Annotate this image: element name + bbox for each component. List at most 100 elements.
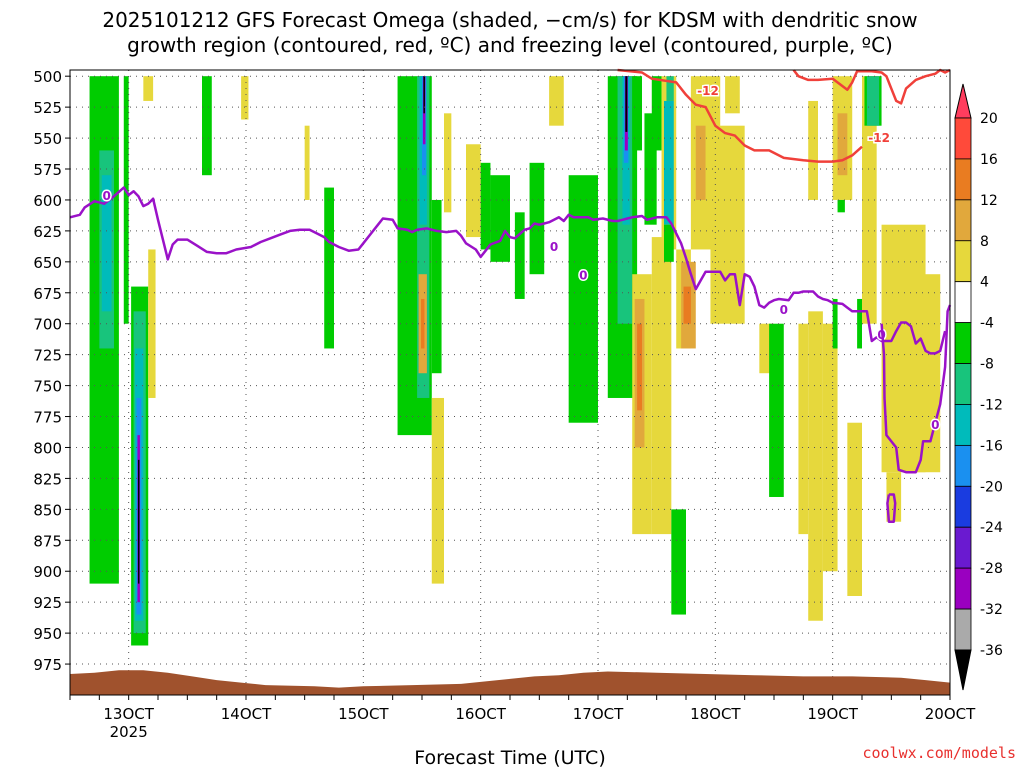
omega-region-orange xyxy=(837,113,848,176)
omega-region-yellow xyxy=(798,323,809,535)
y-tick-label: 600 xyxy=(33,192,62,210)
terrain-area xyxy=(70,670,950,695)
omega-region-yellow xyxy=(847,422,862,596)
dgz-contour-line xyxy=(792,68,951,105)
omega-region-green xyxy=(480,162,491,250)
omega-region-yellow xyxy=(808,311,823,621)
omega-region-teal xyxy=(666,76,674,101)
colorbar-label: 4 xyxy=(980,275,989,291)
colorbar-label: 8 xyxy=(980,234,989,250)
freezing-contour-label: 0 xyxy=(579,268,587,282)
y-tick-label: 850 xyxy=(33,501,62,519)
omega-region-teal xyxy=(866,76,880,126)
omega-region-yellow xyxy=(431,397,444,584)
omega-region-green xyxy=(202,76,212,176)
dgz-contour-line xyxy=(617,68,863,163)
y-axis: 500 525 550 575 600 625 650 675 700 725 750 775 800 8… xyxy=(33,68,70,674)
y-tick-label: 925 xyxy=(33,594,62,612)
colorbar-segment xyxy=(954,526,972,569)
colorbar-label: 20 xyxy=(980,111,998,127)
dgz-contour-label: -12 xyxy=(697,84,719,98)
colorbar-label: -36 xyxy=(980,643,1003,659)
omega-region-yellow xyxy=(466,144,481,238)
colorbar-label: 12 xyxy=(980,193,998,209)
colorbar-segment xyxy=(954,199,972,242)
y-tick-label: 900 xyxy=(33,563,62,581)
colorbar-segment xyxy=(954,404,972,446)
omega-region-black xyxy=(137,459,140,584)
omega-region-yellow xyxy=(651,237,672,535)
y-tick-label: 800 xyxy=(33,439,62,457)
omega-region-yellow xyxy=(808,100,818,200)
chart-title-line-2: growth region (contoured, red, ºC) and f… xyxy=(127,33,893,57)
freezing-contour-line xyxy=(886,493,897,523)
colorbar-top-arrow xyxy=(954,83,972,119)
y-tick-label: 825 xyxy=(33,470,62,488)
omega-region-yellow xyxy=(304,125,310,200)
omega-region-green xyxy=(123,76,129,324)
colorbar-segment xyxy=(954,485,972,528)
credit-text[interactable]: coolwx.com/models xyxy=(862,744,1016,762)
y-tick-label: 525 xyxy=(33,99,62,117)
omega-region-yellow xyxy=(910,274,941,473)
y-tick-label: 725 xyxy=(33,347,62,365)
chart-title-line-1: 2025101212 GFS Forecast Omega (shaded, −… xyxy=(102,8,917,32)
y-tick-label: 625 xyxy=(33,223,62,241)
x-tick-sublabel: 2025 xyxy=(110,723,148,741)
omega-region-orange xyxy=(695,125,706,200)
colorbar-label: -28 xyxy=(980,561,1003,577)
omega-region-green xyxy=(324,187,334,349)
colorbar-segment xyxy=(954,363,972,405)
colorbar-segment xyxy=(954,240,972,283)
omega-region-yellow xyxy=(148,249,156,398)
y-tick-label: 875 xyxy=(33,532,62,550)
omega-region-black xyxy=(423,76,425,114)
omega-region-green xyxy=(431,199,442,374)
omega-region-yellow xyxy=(444,113,452,213)
colorbar-label: -32 xyxy=(980,602,1003,618)
omega-region-green xyxy=(671,509,686,615)
y-tick-label: 500 xyxy=(33,68,62,86)
y-tick-label: 700 xyxy=(33,316,62,334)
x-axis-title: Forecast Time (UTC) xyxy=(414,747,605,768)
omega-region-darkorange xyxy=(683,286,691,324)
x-tick-label: 16OCT xyxy=(455,705,506,723)
colorbar-label: -20 xyxy=(980,479,1003,495)
colorbar-segment xyxy=(954,158,972,201)
dendritic-growth-contours: -12 -12 xyxy=(617,68,951,163)
omega-region-green xyxy=(837,199,845,213)
x-tick-label: 14OCT xyxy=(221,705,272,723)
colorbar-label: -24 xyxy=(980,520,1003,536)
colorbar-label: -8 xyxy=(980,357,994,373)
omega-region-green xyxy=(632,76,642,151)
freezing-contour-label: 0 xyxy=(102,189,110,203)
omega-region-yellow xyxy=(822,323,838,572)
colorbar-segment xyxy=(954,444,972,487)
colorbar-bottom-arrow xyxy=(954,649,972,691)
freezing-contour-label: 0 xyxy=(780,303,788,317)
omega-region-green xyxy=(529,162,545,275)
omega-region-yellow xyxy=(241,76,249,120)
omega-region-black xyxy=(625,76,628,132)
freezing-contour-label: 0 xyxy=(931,418,939,432)
omega-region-darkorange xyxy=(637,323,642,411)
y-tick-label: 950 xyxy=(33,625,62,643)
x-tick-label: 13OCT xyxy=(103,705,154,723)
terrain xyxy=(70,670,950,695)
y-tick-label: 675 xyxy=(33,285,62,303)
omega-region-green xyxy=(651,76,662,151)
freezing-contour-line xyxy=(69,186,947,355)
y-tick-label: 550 xyxy=(33,130,62,148)
y-tick-label: 650 xyxy=(33,254,62,272)
omega-region-green xyxy=(832,298,838,349)
y-tick-label: 750 xyxy=(33,378,62,396)
omega-region-green xyxy=(769,323,784,497)
y-tick-label: 775 xyxy=(33,409,62,427)
freezing-contour-label: 0 xyxy=(550,240,558,254)
omega-region-green xyxy=(490,175,510,262)
freezing-contour-line xyxy=(880,304,952,474)
colorbar-label: -16 xyxy=(980,438,1003,454)
